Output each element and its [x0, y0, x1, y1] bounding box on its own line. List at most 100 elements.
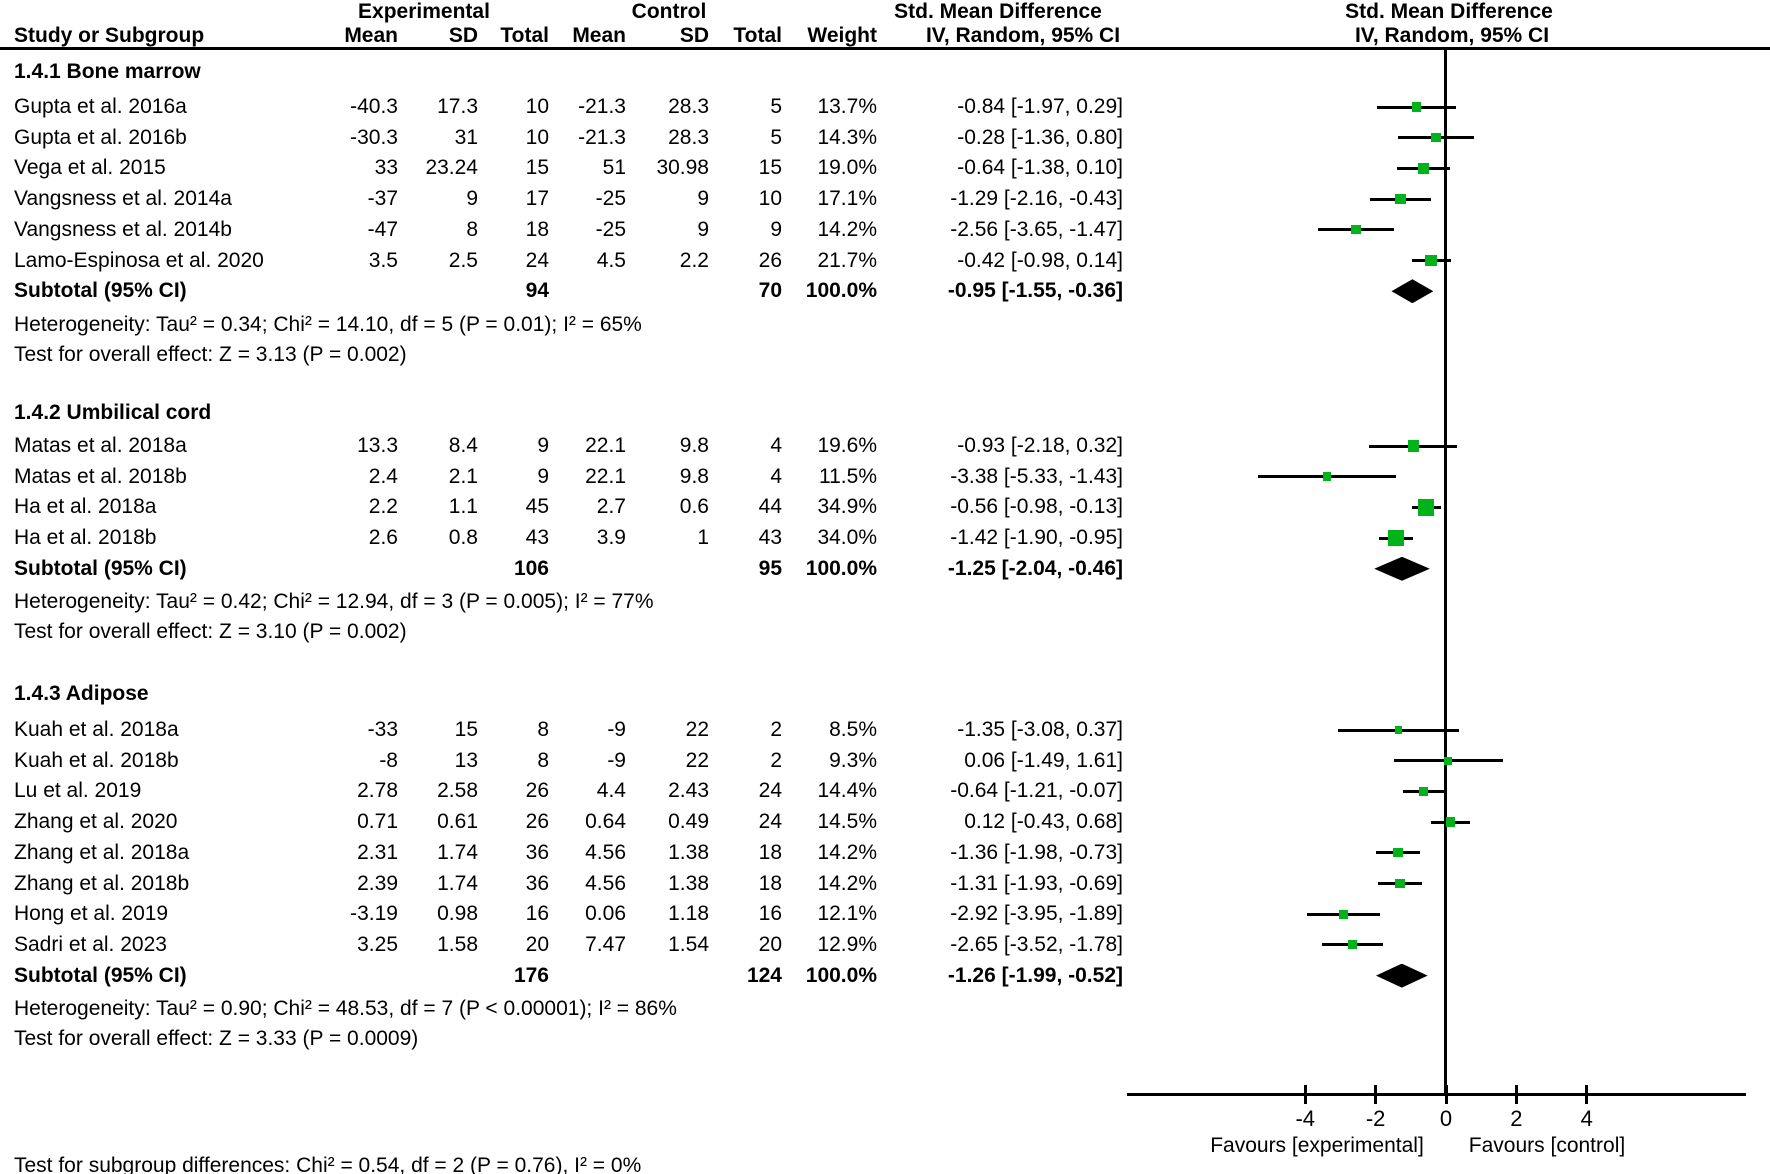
table-cell: 2.7 — [596, 495, 626, 519]
table-cell: 45 — [525, 495, 549, 519]
ci-text-cell: -0.28 [-1.36, 0.80] — [957, 125, 1123, 149]
table-cell: 33 — [374, 156, 398, 180]
table-cell: 26 — [525, 810, 549, 834]
table-cell: 0.61 — [437, 810, 478, 834]
ci-text-cell: -0.56 [-0.98, -0.13] — [950, 495, 1123, 519]
table-cell: 14.3% — [817, 125, 877, 149]
column-header-smd-left: Std. Mean Difference — [894, 0, 1102, 23]
table-cell: 15 — [454, 718, 478, 741]
table-cell: 100.0% — [805, 556, 877, 580]
table-cell: 28.3 — [668, 95, 709, 118]
ci-text-cell: -1.36 [-1.98, -0.73] — [950, 840, 1123, 864]
table-cell: 2 — [770, 718, 782, 741]
table-cell: 19.6% — [817, 434, 877, 457]
table-cell: 9 — [537, 434, 549, 457]
table-cell: 36 — [525, 840, 549, 864]
subgroup-title: 1.4.2 Umbilical cord — [14, 401, 212, 424]
column-header-mean-ctrl: Mean — [572, 24, 626, 47]
effect-marker — [1395, 878, 1405, 889]
favours-experimental-label: Favours [experimental] — [1210, 1134, 1424, 1157]
effect-marker — [1351, 225, 1361, 235]
table-cell: 9.8 — [679, 434, 709, 457]
table-cell: 10 — [758, 187, 782, 211]
table-cell: 2 — [770, 748, 782, 772]
table-cell: 2.39 — [357, 871, 398, 895]
table-cell: 0.71 — [357, 810, 398, 834]
table-cell: 9 — [537, 464, 549, 488]
overall-effect-text: Test for overall effect: Z = 3.10 (P = 0… — [14, 620, 407, 644]
table-cell: 9.3% — [829, 748, 877, 772]
table-cell: 124 — [746, 963, 782, 987]
table-cell: 3.9 — [596, 526, 626, 550]
table-cell: 1.58 — [437, 932, 478, 956]
table-cell: -25 — [595, 187, 626, 211]
study-name: Matas et al. 2018a — [14, 434, 187, 457]
study-name: Matas et al. 2018b — [14, 464, 187, 488]
table-cell: 13.7% — [817, 95, 877, 118]
subtotal-diamond — [1374, 556, 1430, 581]
table-cell: 8 — [466, 217, 478, 241]
effect-marker — [1388, 530, 1405, 547]
table-cell: 2.6 — [368, 526, 398, 550]
study-name: Kuah et al. 2018b — [14, 748, 179, 772]
table-cell: 23.24 — [425, 156, 478, 180]
table-cell: 20 — [758, 932, 782, 956]
table-cell: 9 — [466, 187, 478, 211]
ci-text-cell: -1.42 [-1.90, -0.95] — [950, 526, 1123, 550]
table-cell: 1 — [697, 526, 709, 550]
header-rule — [0, 47, 1770, 50]
table-cell: 0.06 — [585, 902, 626, 926]
table-cell: -37 — [367, 187, 398, 211]
table-cell: -47 — [367, 217, 398, 241]
table-cell: 2.43 — [668, 779, 709, 803]
table-cell: 8.5% — [829, 718, 877, 741]
ci-text-cell: -1.25 [-2.04, -0.46] — [947, 556, 1123, 580]
table-cell: 4.4 — [596, 779, 626, 803]
table-cell: 18 — [525, 217, 549, 241]
table-cell: 14.4% — [817, 779, 877, 803]
table-cell: 4 — [770, 434, 782, 457]
table-cell: 1.1 — [448, 495, 478, 519]
axis-tick — [1303, 1085, 1307, 1104]
table-cell: 16 — [758, 902, 782, 926]
column-header-iv-random-right: IV, Random, 95% CI — [1354, 24, 1550, 47]
column-header-total-ctrl: Total — [733, 24, 782, 47]
table-cell: 12.1% — [817, 902, 877, 926]
table-cell: 2.1 — [448, 464, 478, 488]
table-cell: 0.6 — [679, 495, 709, 519]
column-header-mean-exp: Mean — [344, 24, 398, 47]
table-cell: 22.1 — [585, 464, 626, 488]
table-cell: 2.2 — [368, 495, 398, 519]
table-cell: 8 — [537, 718, 549, 741]
table-cell: 4.56 — [585, 840, 626, 864]
table-cell: 9 — [697, 217, 709, 241]
heterogeneity-text: Heterogeneity: Tau² = 0.34; Chi² = 14.10… — [14, 312, 642, 336]
table-cell: 1.54 — [668, 932, 709, 956]
subtotal-label: Subtotal (95% CI) — [14, 556, 187, 580]
study-name: Lu et al. 2019 — [14, 779, 142, 803]
table-cell: 95 — [758, 556, 782, 580]
ci-text-cell: -1.29 [-2.16, -0.43] — [950, 187, 1123, 211]
favours-control-label: Favours [control] — [1468, 1134, 1626, 1157]
table-cell: -8 — [379, 748, 398, 772]
table-cell: 14.2% — [817, 217, 877, 241]
subtotal-label: Subtotal (95% CI) — [14, 279, 187, 303]
table-cell: 1.18 — [668, 902, 709, 926]
column-header-sd-ctrl: SD — [679, 24, 709, 47]
table-cell: 36 — [525, 871, 549, 895]
table-cell: 1.38 — [668, 840, 709, 864]
effect-marker — [1418, 162, 1429, 174]
table-cell: 22 — [685, 748, 709, 772]
table-cell: 14.5% — [817, 810, 877, 834]
table-cell: 4 — [770, 464, 782, 488]
study-name: Zhang et al. 2018a — [14, 840, 190, 864]
table-cell: 100.0% — [805, 279, 877, 303]
table-cell: 43 — [525, 526, 549, 550]
table-cell: 0.64 — [585, 810, 626, 834]
table-cell: 28.3 — [668, 125, 709, 149]
study-name: Vangsness et al. 2014b — [14, 217, 232, 241]
table-cell: 70 — [758, 279, 782, 303]
ci-text-cell: -0.93 [-2.18, 0.32] — [957, 434, 1123, 457]
table-cell: 4.5 — [596, 248, 626, 272]
table-cell: 8.4 — [448, 434, 478, 457]
